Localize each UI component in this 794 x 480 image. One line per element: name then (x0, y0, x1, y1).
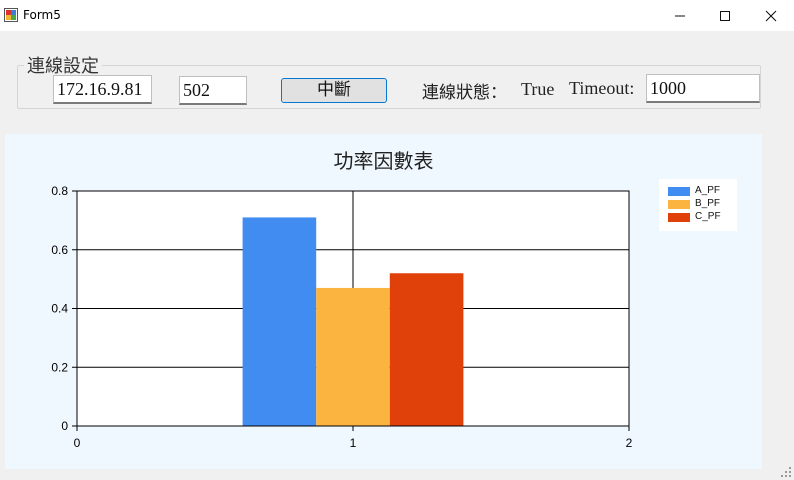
chart-legend: A_PF B_PF C_PF (659, 179, 737, 231)
connection-status-label: 連線狀態： (422, 83, 507, 103)
y-tick-label: 0.4 (51, 302, 68, 316)
app-icon (4, 8, 18, 22)
timeout-field[interactable]: 1000 (646, 74, 760, 103)
title-bar: Form5 (0, 0, 794, 31)
y-tick-label: 0.6 (51, 243, 68, 257)
minimize-button[interactable] (657, 0, 703, 31)
bar-a-pf (242, 217, 317, 426)
legend-label-b: B_PF (695, 198, 721, 209)
legend-swatch-c (668, 213, 690, 222)
resize-grip-icon[interactable] (780, 466, 792, 478)
ip-address-field[interactable]: 172.16.9.81 (53, 75, 152, 104)
plot-layer: 0 0.2 0.4 0.6 0.8 0 1 2 (51, 184, 632, 450)
x-tick-label: 1 (350, 436, 357, 450)
bar-b-pf (316, 287, 390, 426)
timeout-label: Timeout: (569, 78, 635, 98)
y-tick-label: 0 (61, 419, 68, 433)
legend-swatch-a (668, 187, 690, 196)
disconnect-button[interactable]: 中斷 (281, 78, 387, 103)
x-tick-label: 0 (74, 436, 81, 450)
legend-swatch-b (668, 200, 690, 209)
minimize-icon (675, 15, 685, 16)
x-tick-label: 2 (626, 436, 633, 450)
connection-groupbox (17, 65, 761, 109)
close-icon (765, 10, 777, 21)
y-tick-label: 0.2 (51, 360, 68, 374)
connection-status-value: True (521, 79, 555, 99)
window-title: Form5 (23, 8, 61, 22)
chart-title: 功率因數表 (333, 149, 434, 173)
close-button[interactable] (748, 0, 794, 31)
maximize-icon (720, 10, 730, 21)
maximize-button[interactable] (702, 0, 748, 31)
connection-group-label: 連線設定 (24, 52, 102, 78)
bar-c-pf (389, 273, 464, 426)
y-tick-label: 0.8 (51, 184, 68, 198)
port-field[interactable]: 502 (179, 76, 247, 105)
legend-label-c: C_PF (695, 211, 721, 222)
legend-label-a: A_PF (695, 185, 721, 196)
plot-border (76, 190, 630, 427)
